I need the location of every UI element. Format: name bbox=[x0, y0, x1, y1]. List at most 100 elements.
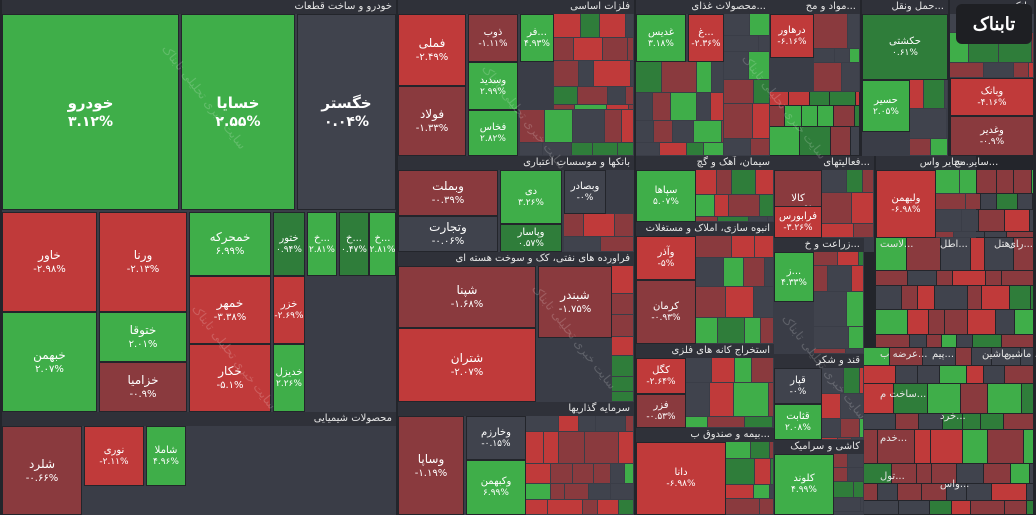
minor-stock-tile[interactable] bbox=[834, 512, 863, 514]
minor-stock-tile[interactable] bbox=[551, 464, 572, 483]
minor-stock-tile[interactable] bbox=[899, 501, 929, 514]
stock-tile[interactable]: قپار -۰% bbox=[774, 368, 822, 404]
minor-stock-tile[interactable] bbox=[878, 484, 897, 500]
minor-stock-tile[interactable] bbox=[718, 318, 744, 343]
minor-stock-tile[interactable] bbox=[1022, 384, 1033, 413]
minor-stock-tile[interactable] bbox=[573, 464, 593, 483]
minor-stock-tile[interactable] bbox=[732, 236, 754, 257]
minor-stock-tile[interactable] bbox=[618, 143, 633, 155]
minor-stock-tile[interactable] bbox=[605, 110, 621, 142]
minor-stock-tile[interactable] bbox=[724, 104, 752, 138]
minor-stock-tile[interactable] bbox=[615, 214, 633, 236]
stock-tile[interactable]: نوری -۲.۱۱% bbox=[84, 426, 144, 486]
minor-stock-tile[interactable] bbox=[1002, 271, 1033, 285]
minor-stock-tile[interactable] bbox=[734, 383, 768, 416]
minor-stock-tile[interactable] bbox=[726, 485, 753, 498]
minor-stock-tile[interactable] bbox=[554, 105, 574, 109]
minor-stock-tile[interactable] bbox=[864, 501, 898, 514]
minor-stock-tile[interactable] bbox=[822, 438, 837, 439]
minor-stock-tile[interactable] bbox=[749, 52, 769, 79]
minor-stock-tile[interactable] bbox=[708, 417, 744, 427]
minor-stock-tile[interactable] bbox=[834, 468, 847, 481]
minor-stock-tile[interactable] bbox=[1010, 286, 1030, 309]
minor-stock-tile[interactable] bbox=[755, 236, 773, 257]
minor-stock-tile[interactable] bbox=[1005, 501, 1026, 514]
minor-stock-tile[interactable] bbox=[953, 271, 985, 285]
minor-stock-tile[interactable] bbox=[962, 210, 978, 231]
minor-stock-tile[interactable] bbox=[611, 464, 624, 483]
minor-stock-tile[interactable] bbox=[841, 394, 863, 418]
minor-stock-tile[interactable] bbox=[932, 464, 956, 483]
stock-tile[interactable]: خمهر -۳.۳۸% bbox=[189, 276, 271, 344]
minor-stock-tile[interactable] bbox=[971, 238, 984, 270]
minor-stock-tile[interactable] bbox=[977, 170, 996, 193]
minor-stock-tile[interactable] bbox=[760, 499, 773, 514]
minor-stock-tile[interactable] bbox=[770, 485, 773, 498]
minor-stock-tile[interactable] bbox=[1015, 310, 1033, 334]
minor-stock-tile[interactable] bbox=[579, 416, 595, 431]
minor-stock-tile[interactable] bbox=[749, 217, 767, 221]
minor-stock-tile[interactable] bbox=[814, 49, 834, 62]
minor-stock-tile[interactable] bbox=[619, 432, 633, 463]
minor-stock-tile[interactable] bbox=[997, 194, 1017, 209]
stock-tile[interactable]: خبهمن ۲.۰۷% bbox=[2, 312, 97, 412]
minor-stock-tile[interactable] bbox=[1030, 464, 1033, 483]
minor-stock-tile[interactable] bbox=[625, 464, 633, 483]
minor-stock-tile[interactable] bbox=[771, 459, 773, 484]
stock-tile[interactable]: ورنا -۲.۱۳% bbox=[99, 212, 187, 312]
minor-stock-tile[interactable] bbox=[842, 63, 859, 91]
stock-tile[interactable]: درهاور -۶.۱۶% bbox=[770, 14, 814, 58]
minor-stock-tile[interactable] bbox=[936, 210, 961, 231]
stock-tile[interactable]: کرمان -۰.۹۳% bbox=[636, 280, 696, 344]
minor-stock-tile[interactable] bbox=[608, 87, 625, 104]
minor-stock-tile[interactable] bbox=[1021, 348, 1033, 365]
minor-stock-tile[interactable] bbox=[654, 121, 672, 142]
stock-tile[interactable]: وپاسار ۰.۵۷% bbox=[500, 224, 562, 252]
minor-stock-tile[interactable] bbox=[910, 80, 923, 108]
minor-stock-tile[interactable] bbox=[628, 38, 633, 60]
minor-stock-tile[interactable] bbox=[848, 468, 863, 481]
minor-stock-tile[interactable] bbox=[968, 310, 995, 334]
minor-stock-tile[interactable] bbox=[745, 417, 772, 427]
minor-stock-tile[interactable] bbox=[594, 464, 610, 483]
minor-stock-tile[interactable] bbox=[626, 14, 633, 37]
minor-stock-tile[interactable] bbox=[636, 121, 653, 142]
minor-stock-tile[interactable] bbox=[726, 442, 750, 458]
minor-stock-tile[interactable] bbox=[848, 454, 863, 467]
minor-stock-tile[interactable] bbox=[818, 106, 833, 126]
minor-stock-tile[interactable] bbox=[589, 484, 610, 499]
stock-tile[interactable]: خسایا ۲.۵۵% bbox=[181, 14, 295, 210]
minor-stock-tile[interactable] bbox=[985, 232, 1006, 237]
minor-stock-tile[interactable] bbox=[769, 383, 773, 416]
minor-stock-tile[interactable] bbox=[924, 80, 944, 108]
minor-stock-tile[interactable] bbox=[876, 335, 909, 347]
minor-stock-tile[interactable] bbox=[565, 484, 588, 499]
minor-stock-tile[interactable] bbox=[729, 195, 759, 216]
minor-stock-tile[interactable] bbox=[972, 348, 991, 365]
minor-stock-tile[interactable] bbox=[876, 271, 907, 285]
minor-stock-tile[interactable] bbox=[578, 87, 607, 104]
minor-stock-tile[interactable] bbox=[931, 139, 947, 155]
minor-stock-tile[interactable] bbox=[750, 14, 769, 35]
stock-tile[interactable]: سپاها ۵.۰۷% bbox=[636, 170, 696, 222]
minor-stock-tile[interactable] bbox=[957, 464, 983, 483]
minor-stock-tile[interactable] bbox=[941, 238, 970, 270]
minor-stock-tile[interactable] bbox=[814, 63, 841, 91]
minor-stock-tile[interactable] bbox=[754, 80, 769, 103]
minor-stock-tile[interactable] bbox=[696, 287, 725, 317]
minor-stock-tile[interactable] bbox=[910, 109, 946, 138]
minor-stock-tile[interactable] bbox=[822, 394, 840, 418]
minor-stock-tile[interactable] bbox=[598, 500, 618, 514]
minor-stock-tile[interactable] bbox=[756, 170, 773, 194]
minor-stock-tile[interactable] bbox=[896, 414, 918, 429]
minor-stock-tile[interactable] bbox=[612, 337, 633, 355]
minor-stock-tile[interactable] bbox=[822, 224, 853, 237]
minor-stock-tile[interactable] bbox=[988, 384, 1021, 413]
minor-stock-tile[interactable] bbox=[854, 224, 873, 237]
minor-stock-tile[interactable] bbox=[960, 170, 976, 193]
minor-stock-tile[interactable] bbox=[629, 105, 633, 109]
minor-stock-tile[interactable] bbox=[575, 105, 606, 109]
minor-stock-tile[interactable] bbox=[622, 110, 633, 142]
minor-stock-tile[interactable] bbox=[947, 484, 966, 500]
minor-stock-tile[interactable] bbox=[696, 318, 717, 343]
